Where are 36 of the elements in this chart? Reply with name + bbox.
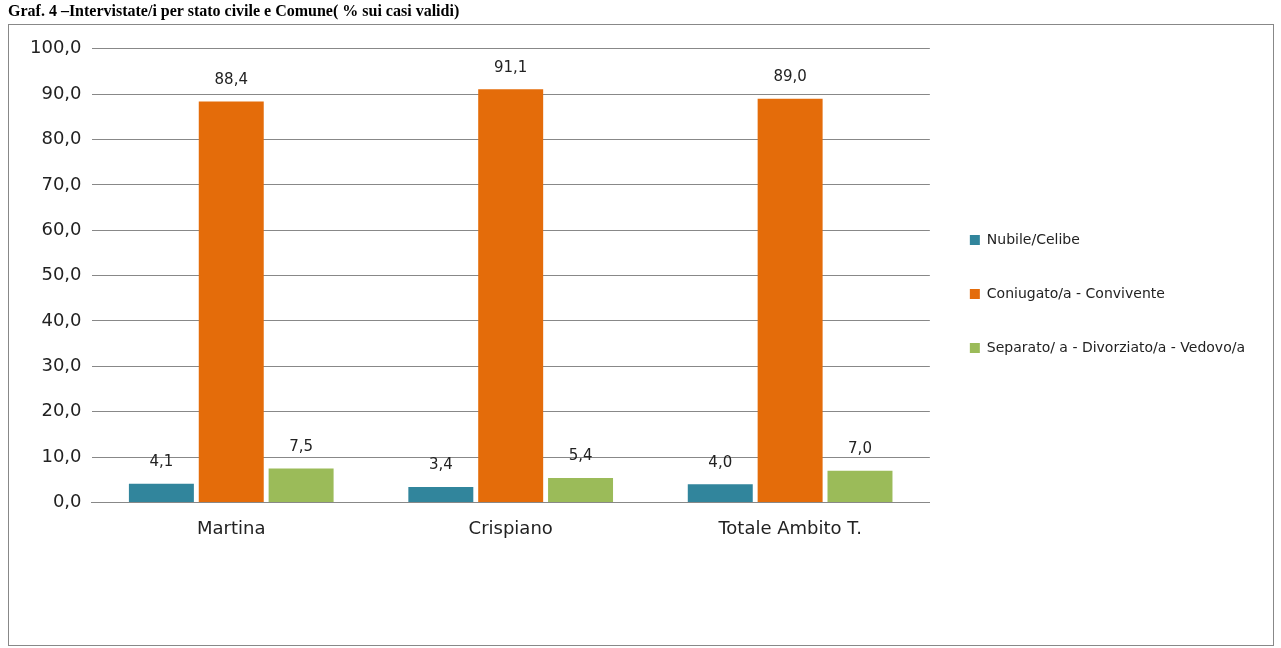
bar	[827, 470, 893, 502]
bar	[548, 477, 614, 502]
legend-label: Nubile/Celibe	[986, 230, 1080, 247]
y-tick-label: 70,0	[41, 172, 82, 194]
y-tick-label: 0,0	[52, 490, 82, 512]
bar	[128, 483, 194, 502]
bar	[478, 89, 544, 502]
legend-label: Separato/ a - Divorziato/a - Vedovo/a	[986, 338, 1245, 355]
bar	[198, 101, 264, 502]
data-label: 7,0	[848, 439, 872, 458]
data-label: 7,5	[289, 436, 314, 455]
y-tick-label: 10,0	[41, 444, 82, 466]
data-label: 3,4	[428, 455, 453, 474]
data-label: 4,0	[708, 452, 733, 471]
bar	[268, 468, 334, 502]
data-label: 5,4	[568, 446, 593, 465]
y-tick-label: 20,0	[41, 399, 82, 421]
data-label: 4,1	[149, 452, 174, 471]
x-tick-label: Crispiano	[468, 516, 553, 538]
data-label: 91,1	[493, 57, 528, 76]
bar	[757, 98, 823, 502]
x-tick-label: Totale Ambito T.	[717, 516, 862, 538]
y-tick-label: 60,0	[41, 217, 82, 239]
y-tick-label: 40,0	[41, 308, 82, 330]
y-tick-label: 100,0	[30, 36, 82, 58]
y-tick-label: 30,0	[41, 353, 82, 375]
y-tick-label: 90,0	[41, 81, 82, 103]
bar	[687, 484, 753, 502]
data-label: 88,4	[214, 69, 248, 88]
legend-label: Coniugato/a - Convivente	[986, 284, 1165, 301]
y-tick-label: 80,0	[41, 127, 82, 149]
y-tick-label: 50,0	[41, 263, 82, 285]
data-label: 89,0	[773, 67, 807, 86]
bar	[408, 486, 474, 502]
x-tick-label: Martina	[197, 516, 266, 538]
chart-title: Graf. 4 –Intervistate/i per stato civile e Comune( % sui casi validi)	[8, 2, 460, 20]
